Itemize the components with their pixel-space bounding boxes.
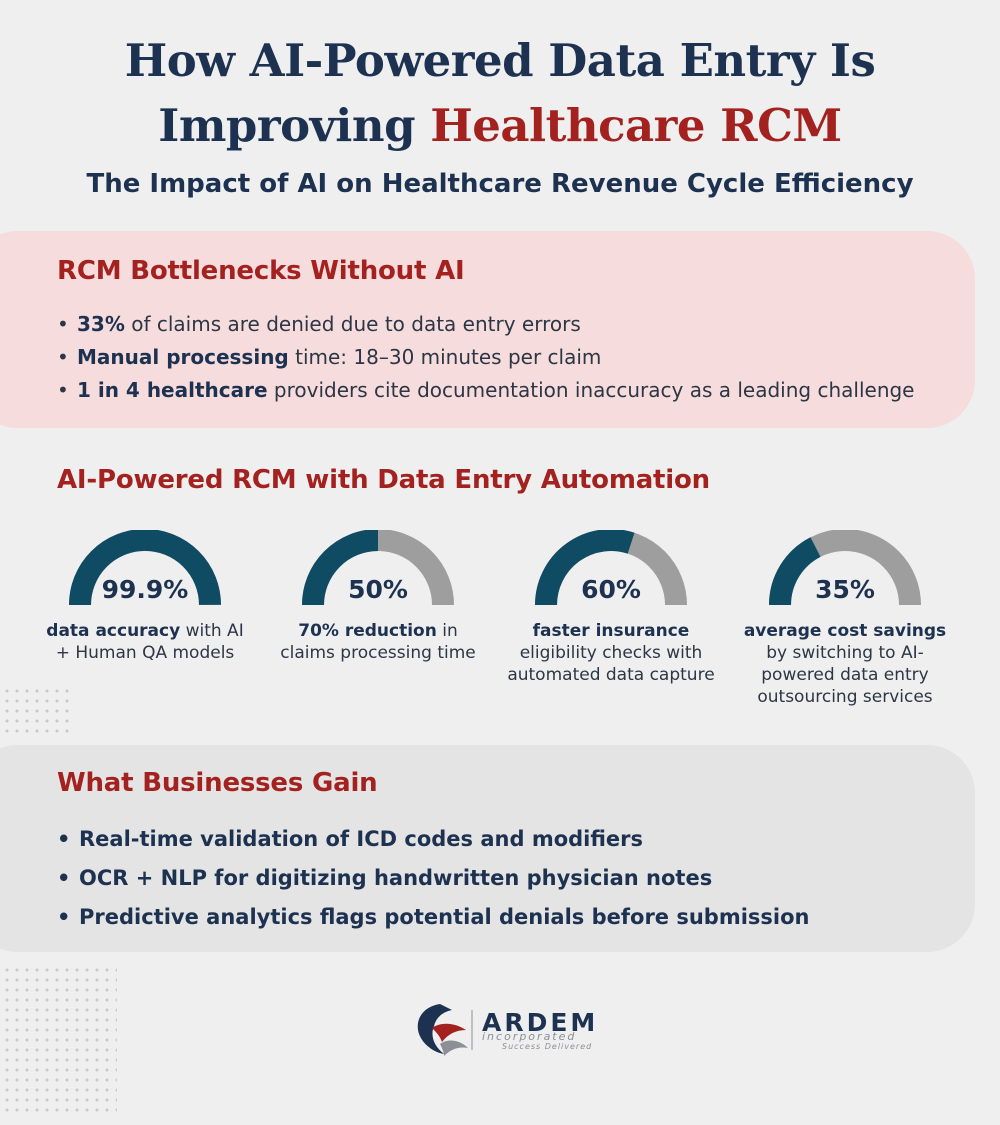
page-title-line1: How AI-Powered Data Entry Is	[124, 34, 876, 87]
gauge-fill	[69, 530, 221, 606]
gauge-description: faster insurance eligibility checks with…	[507, 621, 715, 685]
logo-tagline: Success Delivered	[502, 1042, 593, 1051]
ai-section-heading: AI-Powered RCM with Data Entry Automatio…	[57, 465, 710, 495]
list-item: • 33% of claims are denied due to data en…	[57, 312, 581, 336]
gauge-chart	[535, 530, 687, 606]
gauge-description: 70% reduction in claims processing time	[280, 621, 476, 663]
title-highlight: Healthcare RCM	[430, 99, 842, 152]
list-item: • 1 in 4 healthcare providers cite docume…	[57, 378, 915, 402]
gauge-description: average cost savings by switching to AI-…	[743, 621, 947, 707]
logo-subtitle: incorporated	[482, 1030, 577, 1043]
gauge-chart	[69, 530, 221, 606]
dot-pattern-left	[2, 686, 72, 736]
gains-list: • Real-time validation of ICD codes and m…	[57, 820, 810, 937]
bottlenecks-heading: RCM Bottlenecks Without AI	[57, 256, 465, 286]
gauge-value: 35%	[815, 575, 875, 604]
page-subtitle: The Impact of AI on Healthcare Revenue C…	[86, 169, 914, 199]
gauge-fill	[535, 530, 635, 606]
gauge-card-accuracy: 99.9% data accuracy with AI + Human QA m…	[40, 530, 250, 664]
list-item: • Manual processing time: 18–30 minutes p…	[57, 345, 602, 369]
logo-name: ARDEM	[482, 1008, 599, 1037]
dot-pattern-bottom-left	[2, 965, 117, 1115]
gains-panel	[0, 745, 975, 952]
bottlenecks-panel	[0, 231, 975, 428]
list-item: • Real-time validation of ICD codes and m…	[57, 827, 644, 851]
page-title-line2: Improving Healthcare RCM	[0, 103, 1000, 148]
gauge-fill	[769, 537, 821, 606]
gauge-chart	[302, 530, 454, 606]
list-item: • Predictive analytics flags potential de…	[57, 905, 810, 929]
list-item: • OCR + NLP for digitizing handwritten ph…	[57, 866, 713, 890]
gauge-value: 50%	[348, 575, 408, 604]
ardem-logo: ARDEM incorporated Success Delivered	[410, 1000, 600, 1060]
title-prefix: Improving	[158, 99, 431, 152]
bottlenecks-list: • 33% of claims are denied due to data en…	[57, 308, 915, 407]
gauge-card-cost-savings: 35% average cost savings by switching to…	[740, 530, 950, 708]
gauge-value: 99.9%	[101, 575, 189, 604]
gauge-chart	[769, 530, 921, 606]
ardem-mark-icon	[417, 1004, 473, 1056]
gauge-card-eligibility: 60% faster insurance eligibility checks …	[506, 530, 716, 686]
gauge-value: 60%	[581, 575, 641, 604]
gauge-fill	[302, 530, 379, 606]
gauge-card-claims-time: 50% 70% reduction in claims processing t…	[273, 530, 483, 664]
gains-heading: What Businesses Gain	[57, 768, 378, 798]
gauge-description: data accuracy with AI + Human QA models	[46, 621, 244, 663]
